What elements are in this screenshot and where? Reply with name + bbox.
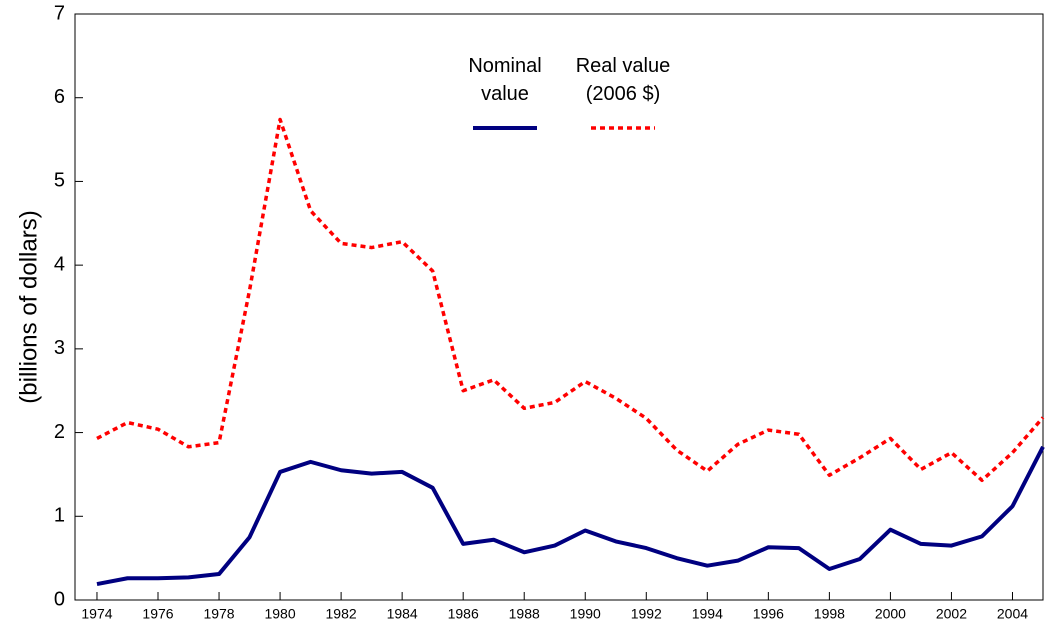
x-tick-label: 1990 [570,606,601,622]
y-tick-label: 5 [54,170,65,192]
legend-label: Real value (2006 $) [575,55,671,105]
x-tick-label: 1982 [326,606,357,622]
x-tick-label: 1992 [631,606,662,622]
legend-label: Nominal value [468,55,542,105]
y-tick-label: 6 [54,86,65,108]
y-tick-label: 0 [54,588,65,610]
x-tick-label: 1976 [142,606,173,622]
y-tick-label: 1 [54,505,65,527]
x-tick-label: 2004 [997,606,1028,622]
x-tick-label: 1986 [448,606,479,622]
data-line [96,117,1045,483]
y-tick-label: 3 [54,337,65,359]
y-tick-label: 2 [54,421,65,443]
x-tick-label: 1994 [692,606,723,622]
y-tick-label: 4 [54,253,65,275]
x-tick-label: 2002 [936,606,967,622]
x-tick-label: 1998 [814,606,845,622]
y-tick-label: 7 [54,2,65,24]
x-tick-label: 1984 [387,606,418,622]
data-line [96,445,1045,587]
x-tick-label: 1988 [509,606,540,622]
plot-frame [74,13,1044,601]
y-axis-label: (billions of dollars) [15,210,42,403]
x-tick-label: 1978 [203,606,234,622]
x-tick-label: 2000 [875,606,906,622]
x-tick-label: 1974 [81,606,112,622]
x-tick-label: 1980 [264,606,295,622]
x-tick-label: 1996 [753,606,784,622]
